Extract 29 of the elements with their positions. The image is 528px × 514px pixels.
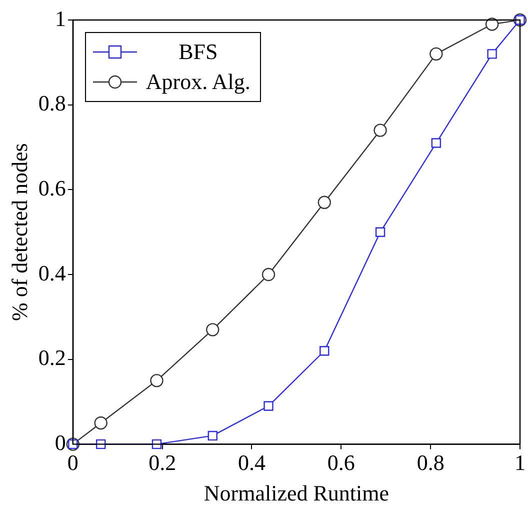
y-tick-label: 0.4 bbox=[38, 260, 66, 286]
x-tick-label: 1 bbox=[514, 450, 526, 476]
point bbox=[431, 138, 442, 148]
point bbox=[206, 323, 220, 336]
y-tick-label: 1 bbox=[54, 6, 66, 31]
x-tick-label: 0.6 bbox=[327, 450, 355, 476]
point bbox=[320, 346, 330, 356]
x-axis-title: Normalized Runtime bbox=[204, 480, 390, 506]
x-tick-label: 0.8 bbox=[416, 450, 444, 476]
y-tick-label: 0 bbox=[54, 430, 66, 455]
point bbox=[374, 124, 387, 137]
point bbox=[94, 416, 108, 430]
point bbox=[208, 430, 218, 441]
x-tick-label: 0.2 bbox=[148, 450, 176, 476]
point bbox=[318, 196, 331, 210]
y-axis-title: % of detected nodes bbox=[6, 143, 32, 321]
point bbox=[264, 401, 274, 411]
y-tick-label: 0.2 bbox=[38, 345, 66, 370]
point bbox=[487, 49, 497, 59]
y-tick-label: 0.8 bbox=[38, 90, 66, 116]
legend-label: BFS bbox=[178, 38, 219, 66]
legend-label: Aprox. Alg. bbox=[146, 68, 250, 96]
point bbox=[150, 374, 164, 388]
x-tick-label: 0.4 bbox=[238, 450, 266, 476]
point bbox=[375, 227, 386, 237]
y-tick-label: 0.6 bbox=[38, 175, 66, 200]
point bbox=[430, 47, 443, 61]
point bbox=[262, 268, 276, 282]
point bbox=[485, 18, 499, 31]
